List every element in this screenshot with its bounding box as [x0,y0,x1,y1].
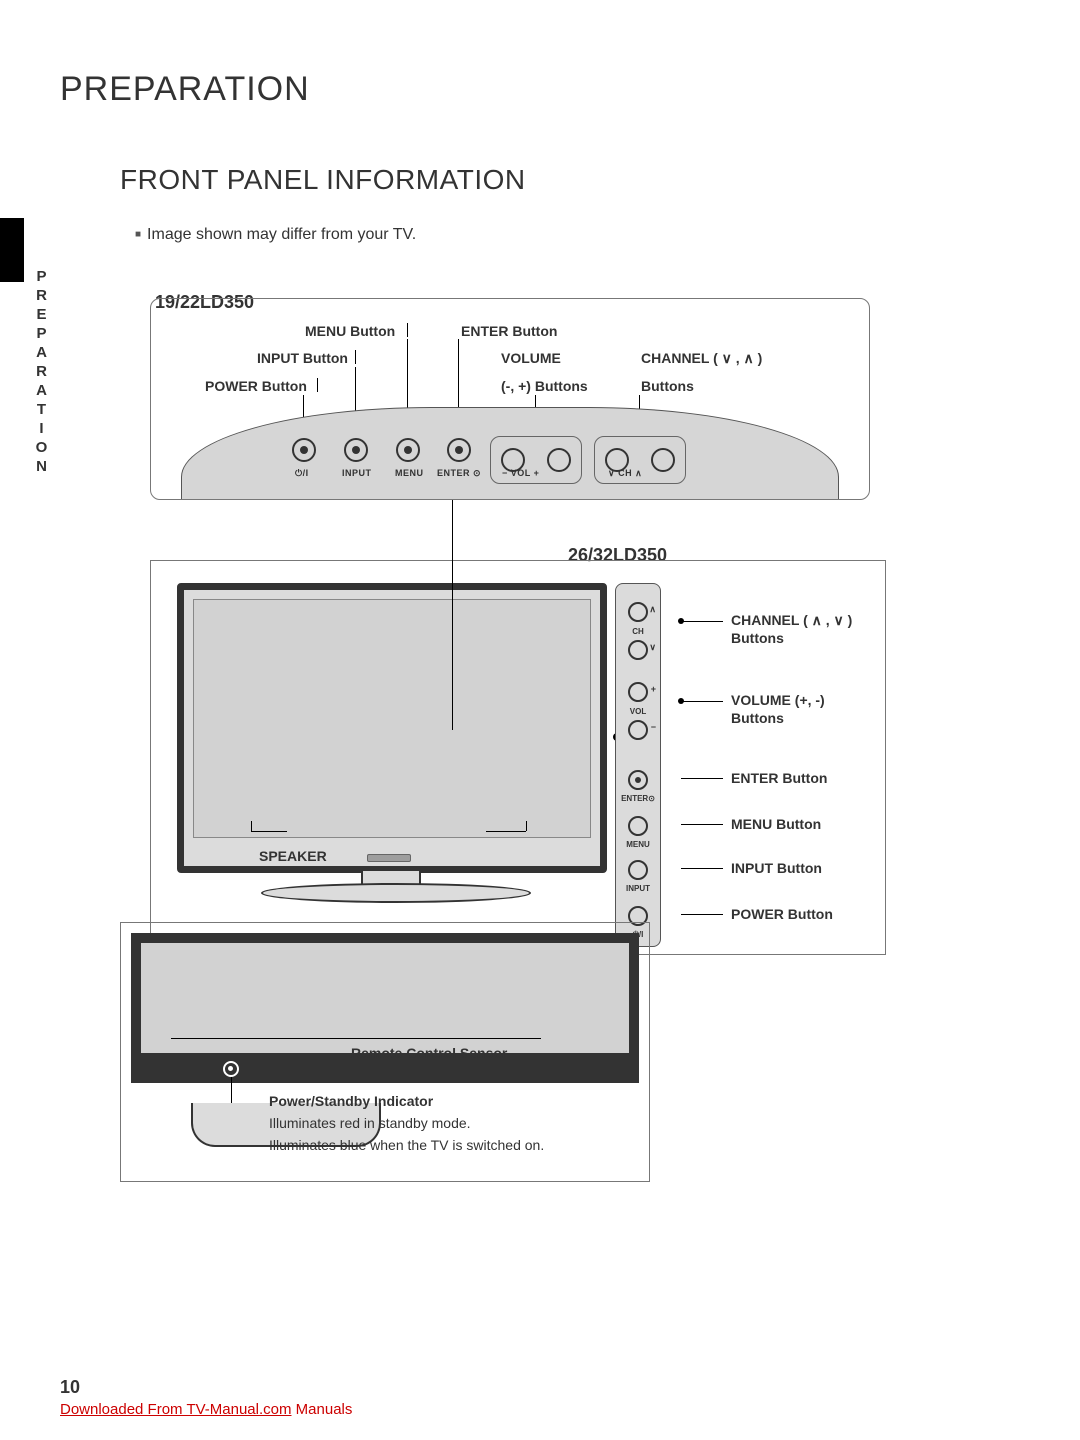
diagram-tv-side: SPEAKER ∧ CH ∨ + VOL − ENTER⊙ MENU INPUT… [150,560,886,955]
label-psi-l1: Illuminates red in standby mode. [269,1115,471,1131]
page-heading: FRONT PANEL INFORMATION [120,164,1020,196]
tv-body [177,583,607,873]
icon-menu-text: MENU [395,468,424,478]
sp-ch-down [628,640,648,660]
label-psi-l2: Illuminates blue when the TV is switched… [269,1137,544,1153]
footer-underlined: Downloaded From TV-Manual.com [60,1401,292,1418]
label-volume-b: (-, +) Buttons [501,378,588,394]
label-menu-button: MENU Button [305,323,395,339]
label2-volume-b: Buttons [731,710,784,726]
panel-strip: ⏻/I INPUT MENU ENTER ⊙ − VOL + ∨ CH ∧ [181,407,839,499]
sp-input-text: INPUT [616,884,660,893]
label2-input: INPUT Button [731,860,822,876]
tv-screen [193,599,591,838]
label2-volume-t: VOLUME (+, -) [731,692,825,708]
power-led [223,1061,239,1077]
sp-input [628,860,648,880]
image-differ-note: Image shown may differ from your TV. [135,226,1020,244]
label-channel-t: CHANNEL ( ∨ , ∧ ) [641,350,762,367]
label-volume-t: VOLUME [501,350,561,366]
sp-vol-up [628,682,648,702]
sp-ch-text: CH [616,627,660,636]
label2-channel-t: CHANNEL ( ∧ , ∨ ) [731,612,852,629]
section-title: PREPARATION [60,70,1020,109]
label2-channel-b: Buttons [731,630,784,646]
label-enter-button: ENTER Button [461,323,557,339]
sp-vol-text: VOL [616,707,660,716]
label2-enter: ENTER Button [731,770,827,786]
icon-enter-text: ENTER ⊙ [437,468,481,479]
sp-vol-down [628,720,648,740]
tv-stand-base [261,883,531,903]
diagram-closeup: Remote Control Sensor Power/Standby Indi… [120,922,650,1182]
side-button-panel: ∧ CH ∨ + VOL − ENTER⊙ MENU INPUT ⏻/I [615,583,661,947]
btn-power-d1 [292,438,316,462]
label-speaker: SPEAKER [259,848,327,864]
btn-input-d1 [344,438,368,462]
label-remote-sensor: Remote Control Sensor [351,1045,507,1061]
label-input-button: INPUT Button [257,350,348,366]
sp-menu-text: MENU [616,840,660,849]
icon-ch-text: ∨ CH ∧ [608,468,642,479]
page-number: 10 [60,1377,80,1398]
btn-menu-d1 [396,438,420,462]
sp-ch-up [628,602,648,622]
btn-enter-d1 [447,438,471,462]
icon-vol-text: − VOL + [502,468,539,478]
icon-power-text: ⏻/I [295,468,309,479]
label-power-button: POWER Button [205,378,307,394]
diagram-top-panel: MENU Button INPUT Button POWER Button EN… [150,298,870,500]
icon-input-text: INPUT [342,468,372,478]
page-tab [0,218,24,282]
ir-window [367,854,411,862]
footer-rest: Manuals [292,1401,353,1418]
side-section-label: PREPARATION [33,268,50,477]
sp-enter [628,770,648,790]
label2-power: POWER Button [731,906,833,922]
sp-menu [628,816,648,836]
sp-enter-text: ENTER⊙ [616,794,660,803]
label2-menu: MENU Button [731,816,821,832]
footer-download-link[interactable]: Downloaded From TV-Manual.com Manuals [60,1401,352,1418]
label-psi-title: Power/Standby Indicator [269,1093,433,1109]
label-channel-b: Buttons [641,378,694,394]
